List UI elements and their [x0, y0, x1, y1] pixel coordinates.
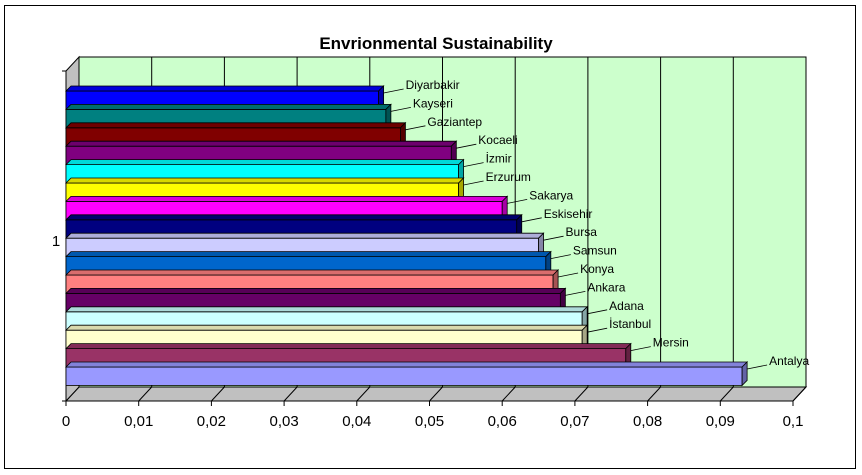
bar-top-sakarya [65, 195, 509, 202]
bar-label-diyarbakir: Diyarbakir [406, 78, 460, 92]
leader-line-bursa [543, 235, 564, 241]
x-tick-label: 0,04 [342, 413, 371, 430]
bar-label-eskisehir: Eskisehir [544, 207, 593, 221]
bar-label-kocaeli: Kocaeli [478, 133, 517, 147]
leader-line-konya [558, 272, 579, 278]
bar-label-mersin: Mersin [653, 336, 689, 350]
floor-gridline [792, 386, 807, 402]
x-tick-label: 0,02 [197, 413, 226, 430]
bar-antalya [65, 366, 743, 386]
bar-label-ankara: Ankara [587, 280, 625, 294]
leader-line-erzurum [463, 180, 484, 186]
bar-top-adana [65, 306, 589, 313]
leader-line-ankara [565, 291, 586, 296]
floor-gridline [574, 386, 589, 402]
floor-gridline [356, 386, 371, 402]
bar-top-antalya [65, 361, 749, 368]
bar-end-antalya [741, 361, 748, 387]
floor-gridline [719, 386, 734, 402]
leader-line-sakarya [507, 199, 528, 204]
bar-top-i-zmir [65, 159, 465, 166]
bar-top-kayseri [65, 104, 392, 110]
leader-line-antalya [747, 364, 768, 370]
leader-line-gaziantep [405, 125, 426, 131]
x-tick-label: 0,06 [488, 413, 517, 430]
bar-top-diyarbakir [65, 85, 385, 92]
leader-line-i-stanbul [587, 327, 608, 333]
bar-top-bursa [65, 232, 545, 239]
floor-gridline [429, 386, 443, 402]
bar-label-konya: Konya [580, 262, 614, 276]
bar-label-gaziantep: Gaziantep [427, 115, 482, 129]
bar-top-mersin [65, 343, 632, 350]
bar-top-konya [65, 269, 560, 276]
bar-top-gaziantep [65, 122, 407, 129]
bar-label-sakarya: Sakarya [529, 188, 573, 202]
x-tick-label: 0 [62, 413, 70, 430]
plot-area: 0 0,01 0,02 0,03 0,04 0,05 0,06 0,07 0,08 0,09 0,1… [62, 55, 809, 430]
leader-line-diyarbakir [383, 88, 404, 94]
bar-top-samsun [65, 251, 552, 258]
bar-top-i-stanbul [65, 324, 589, 331]
leader-line-kayseri [390, 107, 411, 112]
x-tick-label: 0,05 [415, 413, 444, 430]
bar-top-eskisehir [65, 214, 523, 221]
bar-label-samsun: Samsun [573, 244, 617, 258]
bar-label-i-zmir: İzmir [486, 152, 512, 166]
bar-label-adana: Adana [609, 299, 644, 313]
floor-gridline [138, 386, 153, 402]
chart-title: Envrionmental Sustainability [319, 34, 553, 53]
leader-line-kocaeli [456, 143, 477, 149]
x-tick-label: 0,03 [269, 413, 298, 430]
leader-line-i-zmir [463, 162, 484, 167]
bar-label-kayseri: Kayseri [413, 96, 453, 110]
floor-gridline [211, 386, 225, 402]
bar-label-bursa: Bursa [566, 225, 598, 239]
bar-top-erzurum [65, 177, 465, 184]
x-tick-label: 0,09 [706, 413, 735, 430]
floor-gridline [501, 386, 516, 402]
bar-label-i-stanbul: İstanbul [609, 317, 651, 331]
x-tick-label: 0,01 [124, 413, 153, 430]
x-tick-label: 0,08 [633, 413, 662, 430]
leader-line-eskisehir [521, 217, 542, 223]
floor-gridline [647, 386, 661, 402]
bar-label-antalya: Antalya [769, 354, 809, 368]
bar-label-erzurum: Erzurum [486, 170, 531, 184]
category-axis-label: 1 [52, 233, 60, 250]
leader-line-mersin [630, 346, 651, 351]
x-tick-label: 0,07 [560, 413, 589, 430]
floor-gridline [283, 386, 298, 402]
x-tick-label: 0,1 [783, 413, 804, 430]
leader-line-adana [587, 309, 608, 315]
bar-top-ankara [65, 287, 567, 294]
leader-line-samsun [550, 254, 571, 259]
bar-top-kocaeli [65, 140, 458, 147]
